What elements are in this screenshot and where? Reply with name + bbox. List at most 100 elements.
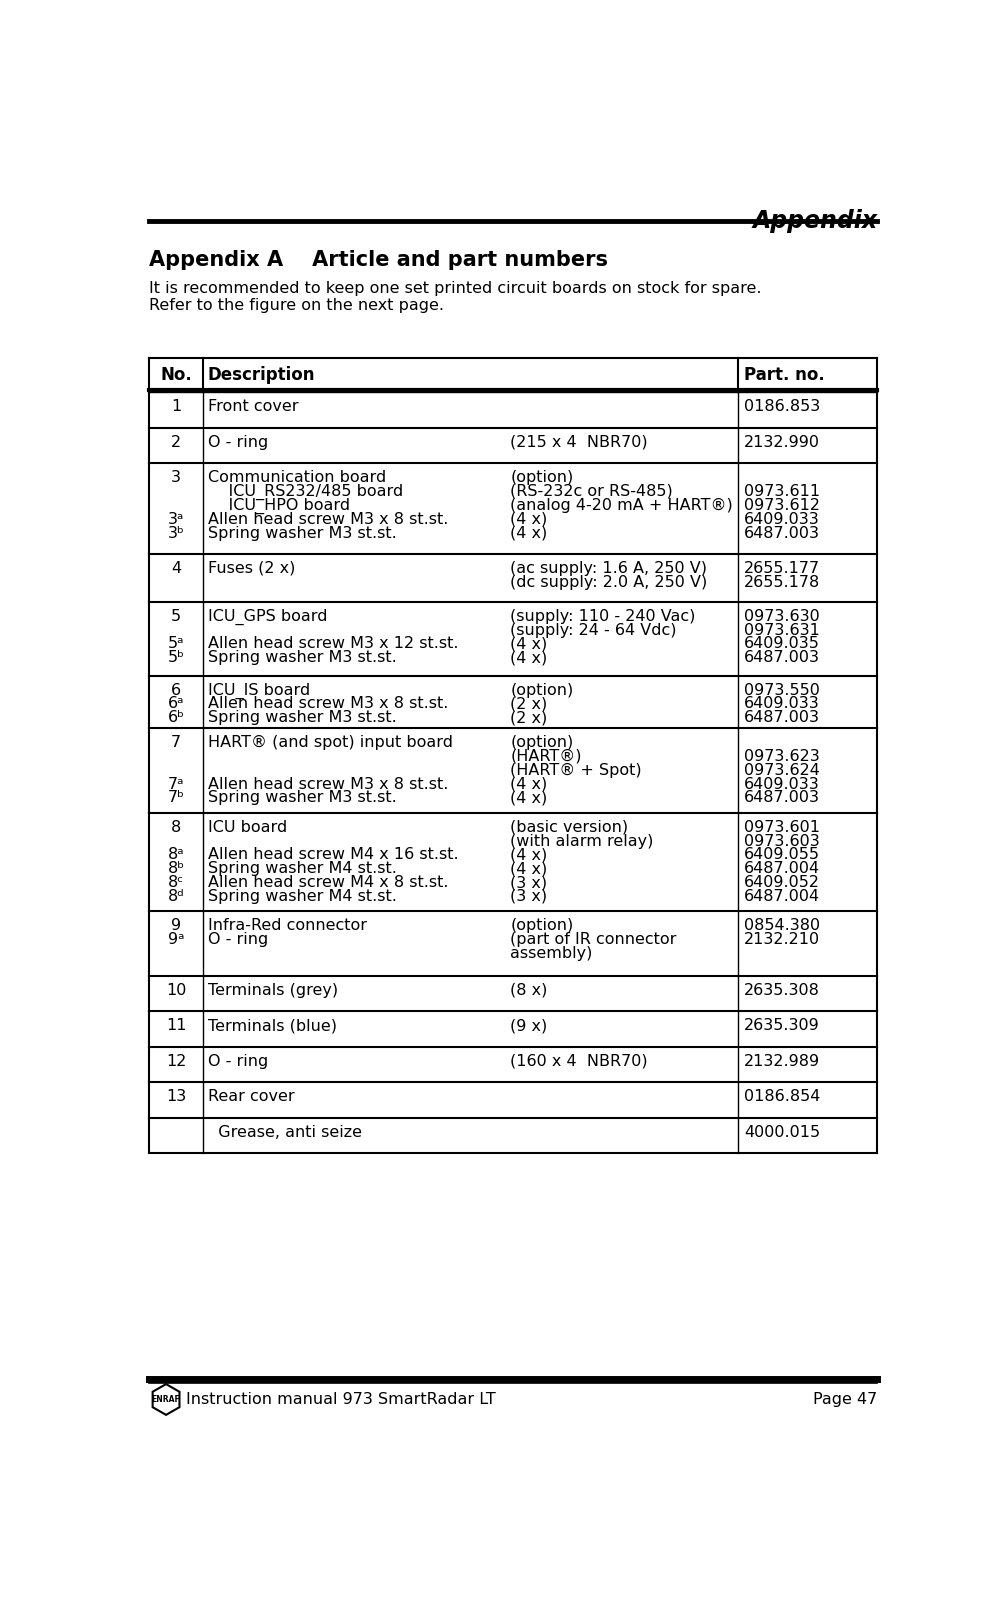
Text: (dc supply: 2.0 A, 250 V): (dc supply: 2.0 A, 250 V) xyxy=(510,575,707,589)
Text: (2 x): (2 x) xyxy=(510,711,547,725)
Text: (HART®): (HART®) xyxy=(510,749,581,764)
Text: Allen head screw M3 x 12 st.st.: Allen head screw M3 x 12 st.st. xyxy=(208,637,459,652)
Text: Terminals (blue): Terminals (blue) xyxy=(208,1018,337,1033)
Text: 0973.612: 0973.612 xyxy=(744,498,820,512)
Text: (4 x): (4 x) xyxy=(510,637,547,652)
Text: (3 x): (3 x) xyxy=(510,876,547,890)
Text: Fuses (2 x): Fuses (2 x) xyxy=(208,560,296,576)
Text: assembly): assembly) xyxy=(510,946,593,961)
Text: (analog 4-20 mA + HART®): (analog 4-20 mA + HART®) xyxy=(510,498,733,512)
Text: 13: 13 xyxy=(166,1089,186,1105)
Text: 8ᶜ: 8ᶜ xyxy=(168,876,184,890)
Text: O - ring: O - ring xyxy=(208,1053,269,1069)
Text: 6409.052: 6409.052 xyxy=(744,876,820,890)
Text: 0973.631: 0973.631 xyxy=(744,623,820,637)
Text: Page 47: Page 47 xyxy=(813,1391,877,1407)
Text: 6ᵃ: 6ᵃ xyxy=(168,696,184,711)
Text: 6487.004: 6487.004 xyxy=(744,889,820,905)
Text: 0186.854: 0186.854 xyxy=(744,1089,821,1105)
Text: (4 x): (4 x) xyxy=(510,791,547,805)
Text: HART® (and spot) input board: HART® (and spot) input board xyxy=(208,735,453,749)
Text: 6409.033: 6409.033 xyxy=(744,696,820,711)
Text: 2: 2 xyxy=(171,434,181,450)
Text: ICU_GPS board: ICU_GPS board xyxy=(208,608,327,624)
Text: 9: 9 xyxy=(171,919,181,933)
Text: 6487.004: 6487.004 xyxy=(744,861,820,876)
Text: (3 x): (3 x) xyxy=(510,889,547,905)
Text: 2635.309: 2635.309 xyxy=(744,1018,820,1033)
Text: ICU_HPO board: ICU_HPO board xyxy=(208,498,350,514)
Text: O - ring: O - ring xyxy=(208,434,269,450)
Text: (2 x): (2 x) xyxy=(510,696,547,711)
Text: ICU_IS board: ICU_IS board xyxy=(208,682,310,698)
Text: 6409.033: 6409.033 xyxy=(744,776,820,791)
Text: 2655.177: 2655.177 xyxy=(744,560,820,576)
Text: (with alarm relay): (with alarm relay) xyxy=(510,834,654,849)
Text: Allen head screw M3 x 8 st.st.: Allen head screw M3 x 8 st.st. xyxy=(208,776,449,791)
Text: 5ᵃ: 5ᵃ xyxy=(168,637,184,652)
Text: (RS-232c or RS-485): (RS-232c or RS-485) xyxy=(510,484,673,500)
Text: 6487.003: 6487.003 xyxy=(744,525,820,541)
Text: 7ᵃ: 7ᵃ xyxy=(168,776,184,791)
Text: (ac supply: 1.6 A, 250 V): (ac supply: 1.6 A, 250 V) xyxy=(510,560,707,576)
Text: 2132.989: 2132.989 xyxy=(744,1053,820,1069)
Text: 3ᵃ: 3ᵃ xyxy=(168,512,184,527)
Text: (4 x): (4 x) xyxy=(510,861,547,876)
Text: 10: 10 xyxy=(166,983,186,997)
Text: ICU_RS232/485 board: ICU_RS232/485 board xyxy=(208,484,403,500)
Text: No.: No. xyxy=(160,365,192,384)
Text: 7ᵇ: 7ᵇ xyxy=(168,791,185,805)
Text: (4 x): (4 x) xyxy=(510,650,547,666)
Text: (8 x): (8 x) xyxy=(510,983,547,997)
Text: 6409.033: 6409.033 xyxy=(744,512,820,527)
Text: 0973.624: 0973.624 xyxy=(744,762,820,778)
Text: Allen head screw M4 x 8 st.st.: Allen head screw M4 x 8 st.st. xyxy=(208,876,449,890)
Text: 6409.035: 6409.035 xyxy=(744,637,820,652)
Text: Spring washer M3 st.st.: Spring washer M3 st.st. xyxy=(208,711,396,725)
Text: (part of IR connector: (part of IR connector xyxy=(510,932,676,948)
Text: 6487.003: 6487.003 xyxy=(744,791,820,805)
Text: Spring washer M4 st.st.: Spring washer M4 st.st. xyxy=(208,889,396,905)
Text: ICU board: ICU board xyxy=(208,820,287,834)
Text: 6ᵇ: 6ᵇ xyxy=(168,711,185,725)
Text: 6487.003: 6487.003 xyxy=(744,650,820,666)
Text: Description: Description xyxy=(208,365,316,384)
Text: 4000.015: 4000.015 xyxy=(744,1124,820,1140)
Text: Grease, anti seize: Grease, anti seize xyxy=(208,1124,362,1140)
Text: Front cover: Front cover xyxy=(208,399,299,415)
Text: 0973.630: 0973.630 xyxy=(744,608,820,624)
Text: 0973.550: 0973.550 xyxy=(744,682,820,698)
Text: Rear cover: Rear cover xyxy=(208,1089,295,1105)
Text: 1: 1 xyxy=(171,399,181,415)
Text: 8ᵇ: 8ᵇ xyxy=(168,861,185,876)
Text: O - ring: O - ring xyxy=(208,932,269,948)
Text: Instruction manual 973 SmartRadar LT: Instruction manual 973 SmartRadar LT xyxy=(186,1391,496,1407)
Text: Appendix A    Article and part numbers: Appendix A Article and part numbers xyxy=(149,250,608,271)
Text: (option): (option) xyxy=(510,682,573,698)
Text: 9ᵃ: 9ᵃ xyxy=(168,932,184,948)
Text: 0186.853: 0186.853 xyxy=(744,399,821,415)
Text: Spring washer M3 st.st.: Spring washer M3 st.st. xyxy=(208,525,396,541)
Text: (215 x 4  NBR70): (215 x 4 NBR70) xyxy=(510,434,648,450)
Text: (9 x): (9 x) xyxy=(510,1018,547,1033)
Text: 0973.603: 0973.603 xyxy=(744,834,820,849)
Text: Appendix: Appendix xyxy=(752,210,877,234)
Text: 3ᵇ: 3ᵇ xyxy=(168,525,184,541)
Text: 3: 3 xyxy=(171,471,181,485)
Text: 11: 11 xyxy=(166,1018,186,1033)
Text: Part. no.: Part. no. xyxy=(744,365,825,384)
Text: (4 x): (4 x) xyxy=(510,847,547,863)
Text: It is recommended to keep one set printed circuit boards on stock for spare.: It is recommended to keep one set printe… xyxy=(149,280,762,296)
Text: (basic version): (basic version) xyxy=(510,820,629,834)
Text: 4: 4 xyxy=(171,560,181,576)
Text: 7: 7 xyxy=(171,735,181,749)
Text: 2132.990: 2132.990 xyxy=(744,434,820,450)
Text: (HART® + Spot): (HART® + Spot) xyxy=(510,762,642,778)
Text: 2655.178: 2655.178 xyxy=(744,575,821,589)
Text: Communication board: Communication board xyxy=(208,471,386,485)
Text: Spring washer M3 st.st.: Spring washer M3 st.st. xyxy=(208,650,396,666)
Text: 8: 8 xyxy=(171,820,181,834)
Text: Spring washer M4 st.st.: Spring washer M4 st.st. xyxy=(208,861,396,876)
Text: 2635.308: 2635.308 xyxy=(744,983,820,997)
Text: Infra-Red connector: Infra-Red connector xyxy=(208,919,367,933)
